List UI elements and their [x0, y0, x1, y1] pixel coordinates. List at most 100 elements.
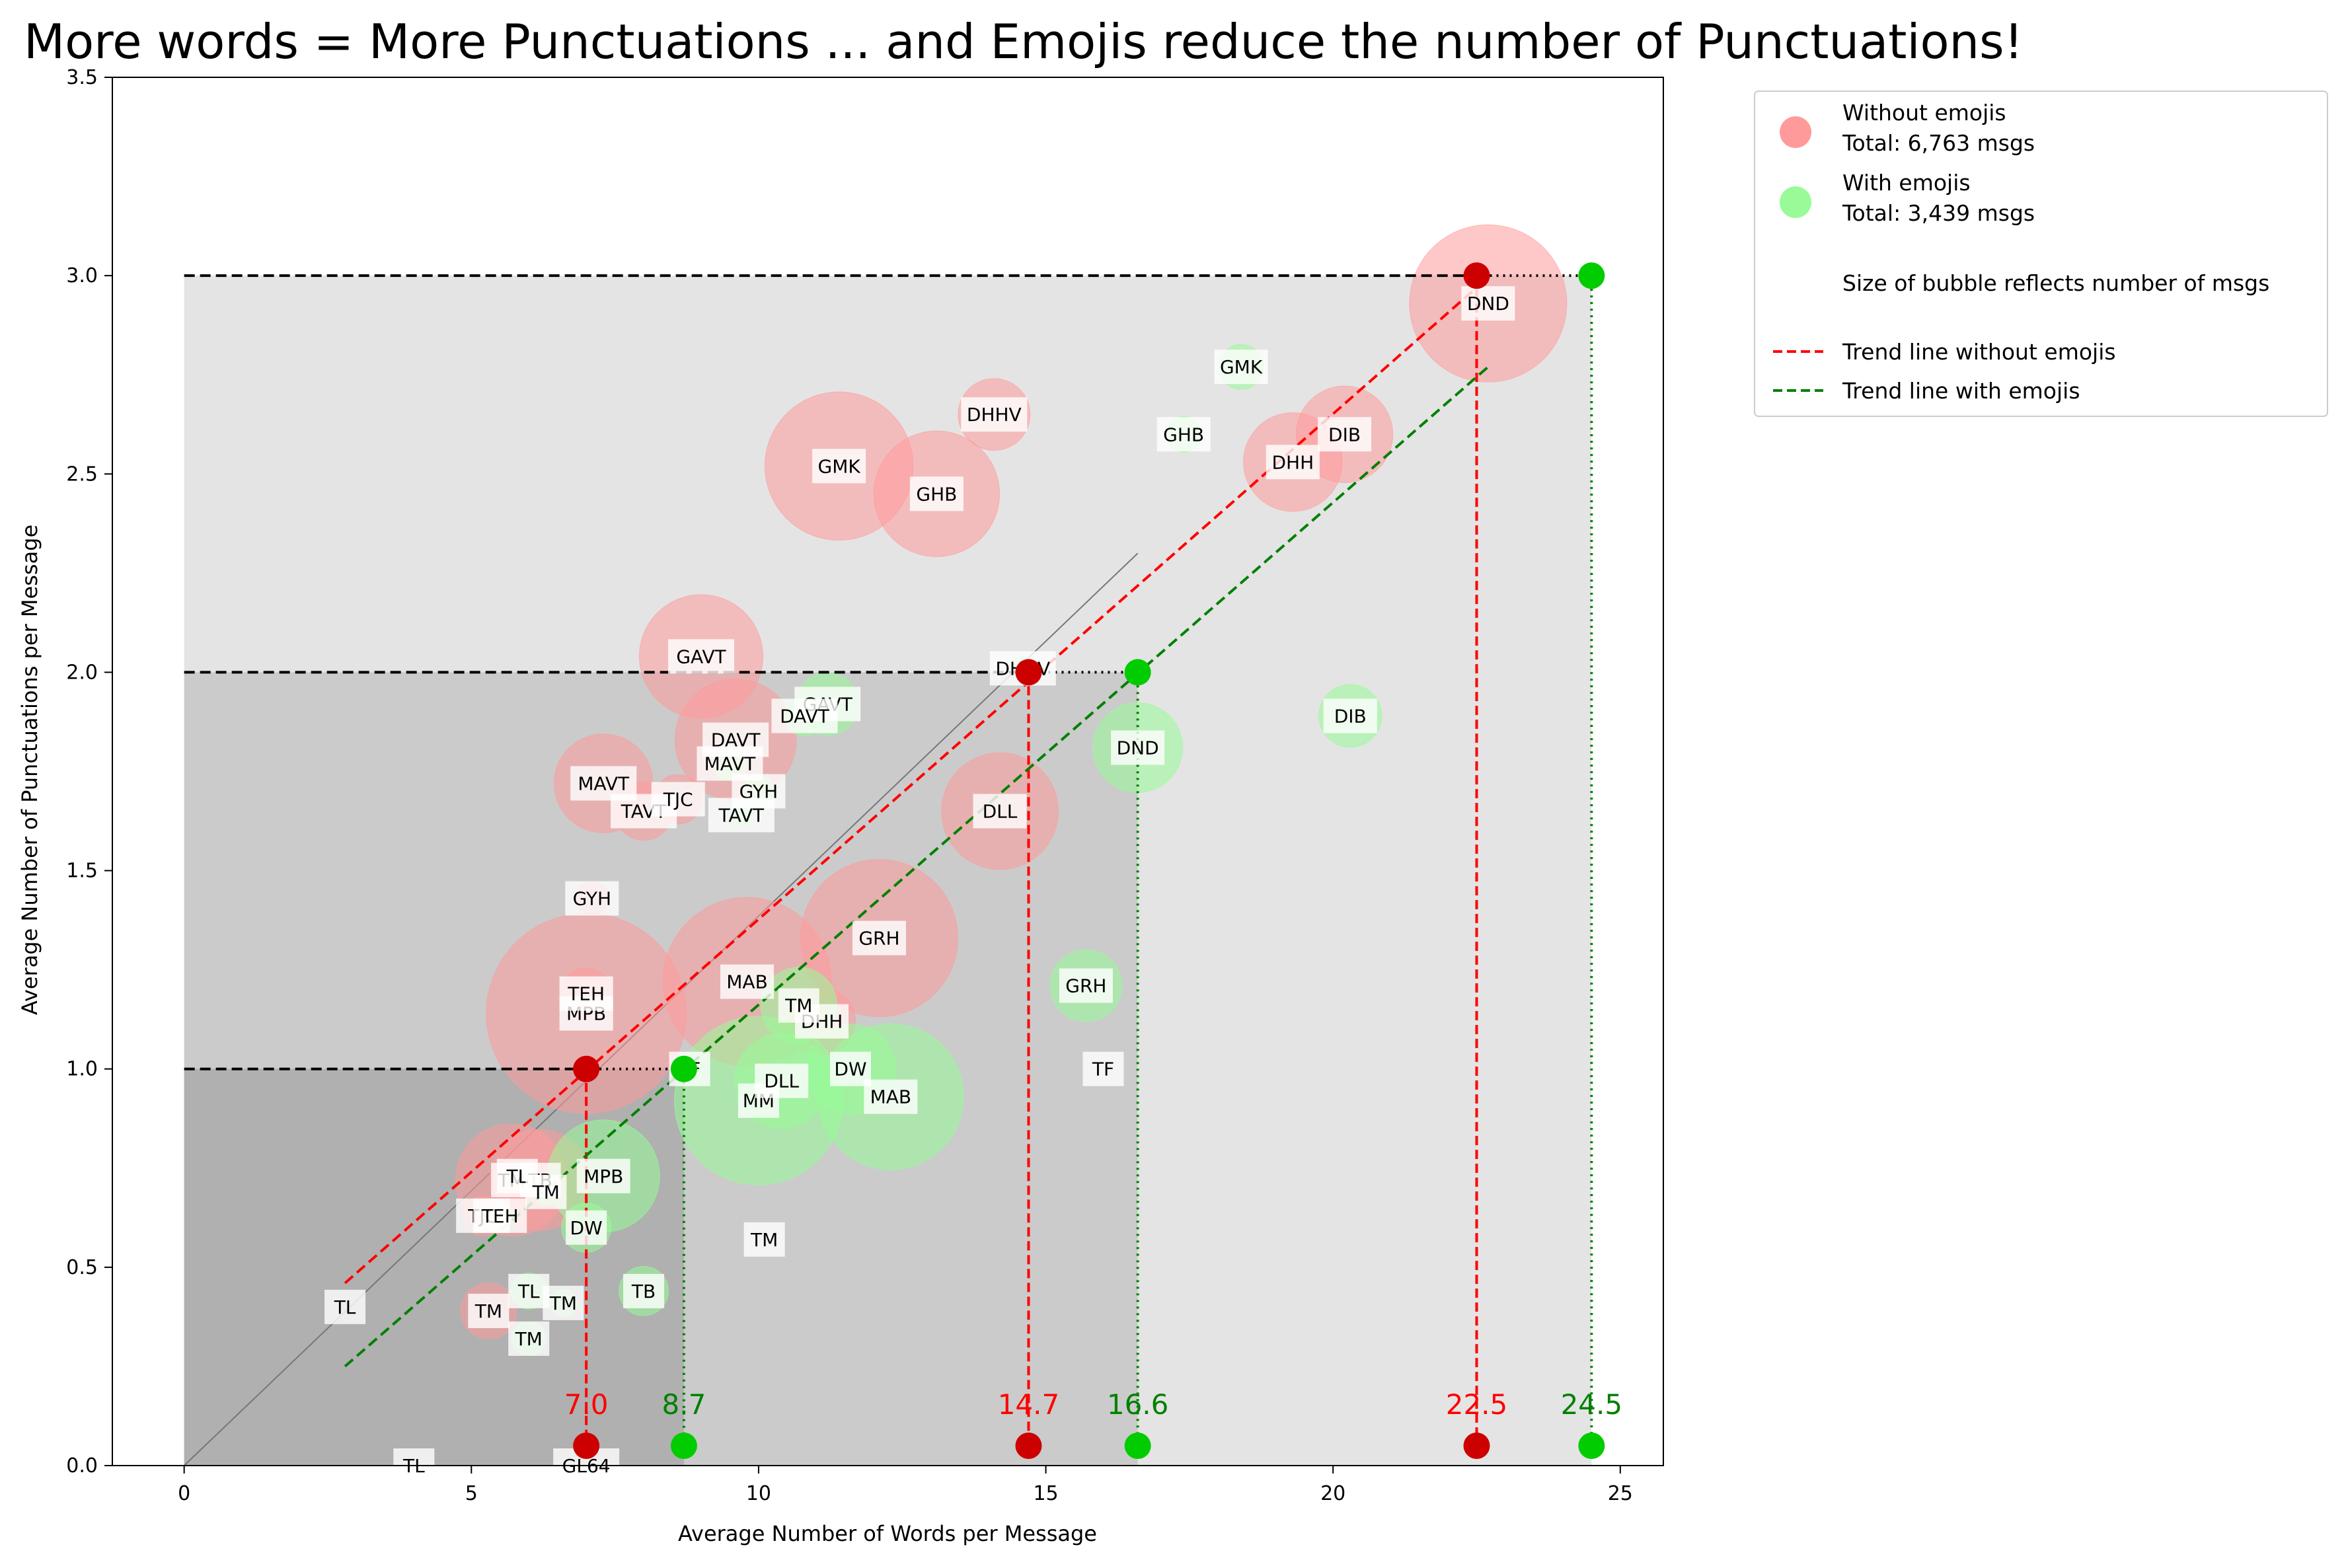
marker-point-bottom [670, 1432, 697, 1459]
legend-without-total: Total: 6,763 msgs [1842, 130, 2035, 156]
bubble-label-with: MAVT [704, 753, 757, 774]
y-tick-label: 2.0 [66, 661, 98, 684]
marker-point [1578, 262, 1605, 289]
bubble-label-with-box [473, 1198, 527, 1233]
x-axis-title: Average Number of Words per Message [678, 1521, 1097, 1546]
bubble-label-without: TEH [567, 983, 605, 1005]
marker-value-label: 24.5 [1561, 1388, 1623, 1421]
bubble-label-with: TM [532, 1181, 560, 1203]
bubble-label-with: GMK [1220, 356, 1263, 378]
bubble-label-with-box [508, 1273, 550, 1308]
reference-lines [184, 274, 1593, 1446]
bubble-label-with-box [1156, 417, 1211, 452]
bubble-label-with: GRH [1065, 975, 1106, 997]
y-tick-label: 2.5 [66, 463, 98, 486]
bubble-label-without: DLL [983, 801, 1018, 823]
marker-point-bottom [1578, 1432, 1605, 1459]
bubble-label-without: DND [1467, 293, 1509, 315]
bubble-label-without: GAVT [676, 646, 726, 667]
bubble-label-with: DLL [764, 1070, 799, 1092]
bubble-label-without: DIB [1328, 424, 1361, 445]
bubble-label-plain: TL [334, 1296, 356, 1318]
legend-without-label: Without emojis [1842, 100, 2006, 126]
legend-with-total: Total: 3,439 msgs [1842, 200, 2035, 226]
bubble-label-with: GHB [1163, 424, 1204, 445]
bubble-label-with-box [566, 1210, 607, 1245]
bubble-label-with: MAB [870, 1086, 912, 1108]
bubble-label-with-box [543, 1285, 584, 1320]
y-tick-label: 0.0 [66, 1454, 98, 1477]
bubble-label-with-box [755, 1063, 809, 1098]
bubble-label-without-box [812, 449, 866, 484]
bubble-label-without: TL [506, 1166, 528, 1187]
bubble-label-without-box [720, 964, 775, 999]
legend-trend-with-label: Trend line with emojis [1842, 378, 2080, 404]
x-axis: 0 5 10 15 20 25 [178, 1466, 1633, 1505]
bubble-label-with: TM [549, 1292, 577, 1314]
bubble-label-without-box [852, 920, 906, 955]
bubble-label-with: TM [515, 1328, 543, 1350]
marker-point-bottom [573, 1432, 600, 1459]
bubble-label-without-box [559, 976, 613, 1011]
plot-area: DND DHHV GMK GHB DHH DIB GAVT DAVT MAVT TAVT TJC GY… [112, 77, 1664, 1483]
legend: Without emojis Total: 6,763 msgs With em… [1754, 91, 2328, 417]
legend-marker-with [1780, 186, 1811, 218]
bubble-label-plain: TM [750, 1229, 778, 1251]
bubble-label-with-box [1214, 350, 1268, 385]
bubble-label-with: TB [631, 1281, 656, 1302]
bubble-label-with: MPB [584, 1166, 623, 1187]
bubble-label-without-box [961, 397, 1028, 432]
bubble-label-with-box [1323, 698, 1377, 733]
bubble-label-without: GYH [573, 888, 611, 910]
bubble-label-without-box [973, 794, 1027, 829]
bubble-label-with: DW [570, 1217, 603, 1239]
bubble-label-with-box [576, 1158, 630, 1193]
bubble-label-with: TEH [481, 1205, 519, 1227]
bubble-label-without-box [1461, 286, 1515, 321]
bubble-label-with: TAVT [718, 805, 765, 827]
bubble-label-plain-box [743, 1222, 785, 1257]
x-tick-label: 0 [178, 1482, 190, 1505]
y-tick-label: 0.5 [66, 1256, 98, 1279]
legend-with-label: With emojis [1842, 170, 1971, 196]
plot-frame [112, 77, 1664, 1466]
y-tick-label: 1.0 [66, 1058, 98, 1081]
bubble-label-with-box [525, 1174, 567, 1209]
bubble-label-with-box [708, 798, 775, 833]
bubble-label-without: DHH [1271, 451, 1314, 473]
legend-trend-without-label: Trend line without emojis [1842, 339, 2116, 365]
bubble-label-with: DIB [1334, 705, 1367, 727]
bubble-label-with-box [508, 1321, 550, 1356]
legend-frame [1754, 91, 2328, 417]
marker-value-label: 22.5 [1446, 1388, 1508, 1421]
bubble-label-with: DW [834, 1059, 866, 1080]
legend-marker-without [1780, 116, 1811, 148]
bubble-label-without-box [651, 782, 705, 817]
bubble-label-without-box [565, 881, 619, 916]
chart-title: More words = More Punctuations ... and E… [24, 14, 2024, 69]
bubble-label-with: DND [1117, 737, 1159, 759]
marker-point [670, 1055, 697, 1082]
x-tick-label: 10 [746, 1482, 771, 1505]
legend-size-note: Size of bubble reflects number of msgs [1842, 270, 2269, 296]
bubble-label-with: TM [784, 995, 812, 1017]
bubble-label-without-box [909, 476, 964, 511]
bubble-label-without: TM [474, 1300, 502, 1322]
marker-point-bottom [1124, 1432, 1151, 1459]
bubble-label-without-box [468, 1293, 510, 1328]
bubble-label-without: DHHV [967, 404, 1022, 426]
bubble-label-without: TJC [663, 789, 693, 811]
bubble-label-plain-box [324, 1289, 366, 1324]
marker-value-label: 16.6 [1107, 1388, 1169, 1421]
bubble-label-without-box [1266, 445, 1320, 480]
x-tick-label: 25 [1608, 1482, 1633, 1505]
y-tick-label: 1.5 [66, 860, 98, 883]
y-axis-title: Average Number of Punctuations per Messa… [17, 525, 42, 1015]
bubble-label-with-box [864, 1079, 918, 1114]
bubble-label-without: MAVT [578, 773, 630, 795]
x-tick-label: 20 [1320, 1482, 1345, 1505]
bubble-label-with-box [1111, 730, 1165, 765]
marker-point-bottom [1463, 1432, 1490, 1459]
bubble-label-without-box [1318, 417, 1372, 452]
bubble-label-plain-box [1082, 1051, 1124, 1086]
